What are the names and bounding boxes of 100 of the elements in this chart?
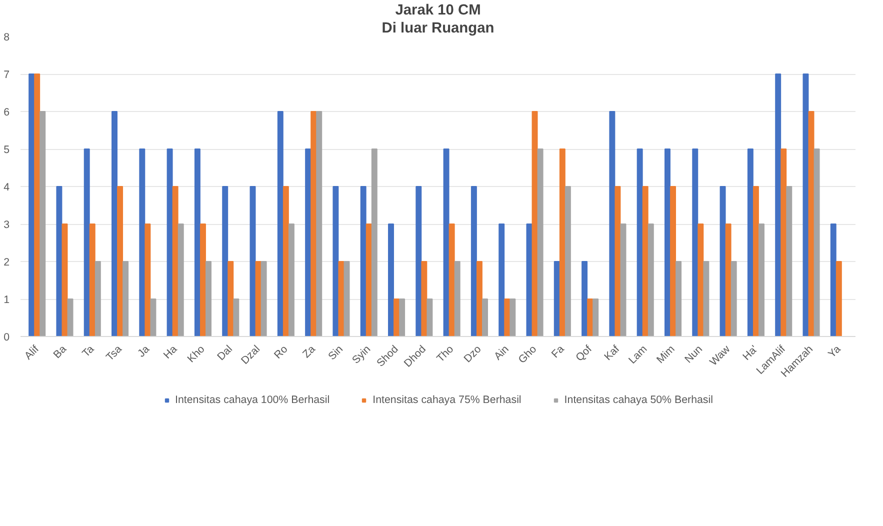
bar xyxy=(222,186,228,336)
y-tick-label: 0 xyxy=(4,332,10,344)
x-tick-label: Ta xyxy=(80,343,97,360)
bar xyxy=(720,186,726,336)
bar xyxy=(482,298,488,336)
y-tick-label: 8 xyxy=(4,32,10,44)
bar xyxy=(394,298,400,336)
bar xyxy=(371,148,378,336)
x-tick-label: Gho xyxy=(516,343,540,366)
bar xyxy=(510,298,516,336)
y-tick-label: 1 xyxy=(4,294,10,306)
bar xyxy=(150,298,156,336)
bar xyxy=(34,74,40,336)
bar xyxy=(532,111,538,336)
bar xyxy=(836,261,842,336)
bar xyxy=(476,261,482,336)
bar xyxy=(698,224,704,336)
bar xyxy=(56,186,62,336)
bar xyxy=(504,298,510,336)
bar xyxy=(388,224,394,336)
bar xyxy=(426,298,433,336)
y-tick-label: 6 xyxy=(4,106,10,118)
bar xyxy=(554,261,560,336)
x-tick-label: Mim xyxy=(654,343,678,366)
x-tick-label: Za xyxy=(300,343,318,361)
y-tick-label: 7 xyxy=(4,69,10,81)
bar xyxy=(636,148,643,336)
bar xyxy=(366,224,372,336)
x-tick-label: Kho xyxy=(185,343,208,366)
y-tick-label: 5 xyxy=(4,144,10,156)
bar xyxy=(670,186,676,336)
bar xyxy=(200,224,206,336)
bar xyxy=(775,74,782,336)
bar xyxy=(747,148,754,336)
bar xyxy=(117,186,124,336)
bar xyxy=(564,186,571,336)
x-tick-label: Tho xyxy=(434,343,456,365)
bar xyxy=(332,186,339,336)
bar xyxy=(360,186,366,336)
bar xyxy=(559,148,566,336)
bar xyxy=(94,261,101,336)
bar xyxy=(421,261,428,336)
x-tick-label: Ba xyxy=(51,343,70,361)
bar xyxy=(808,111,814,336)
bar xyxy=(448,224,455,336)
bar xyxy=(692,148,698,336)
bar xyxy=(139,148,146,336)
bar xyxy=(89,224,96,336)
bar xyxy=(166,148,173,336)
y-tick-label: 3 xyxy=(4,219,10,231)
x-tick-label: Ja xyxy=(135,343,152,360)
bar xyxy=(84,148,90,336)
bar xyxy=(122,261,129,336)
bar xyxy=(642,186,648,336)
bar xyxy=(416,186,422,336)
x-tick-label: Ya xyxy=(826,343,844,360)
bar xyxy=(67,298,74,336)
bar xyxy=(178,224,184,336)
bar xyxy=(62,224,68,336)
x-tick-label: Qof xyxy=(574,343,594,364)
bar xyxy=(830,224,836,336)
bar xyxy=(664,148,670,336)
bar xyxy=(316,111,322,336)
bar xyxy=(255,261,262,336)
x-tick-label: Syin xyxy=(350,343,374,366)
bar xyxy=(282,186,289,336)
legend-label: Intensitas cahaya 75% Berhasil xyxy=(372,394,522,406)
x-tick-label: Ha xyxy=(161,343,180,362)
bar xyxy=(730,261,737,336)
x-tick-label: Kaf xyxy=(602,343,622,364)
legend-label: Intensitas cahaya 100% Berhasil xyxy=(175,394,330,406)
bar xyxy=(277,111,284,336)
x-tick-label: Tsa xyxy=(104,343,124,364)
x-tick-label: Ha' xyxy=(740,343,760,363)
bar xyxy=(802,74,809,336)
bar xyxy=(648,224,654,336)
bar xyxy=(172,186,178,336)
bar xyxy=(609,111,616,336)
bar xyxy=(305,148,312,336)
x-tick-label: Ro xyxy=(272,343,290,362)
x-tick-label: Nun xyxy=(682,343,705,366)
bar xyxy=(752,186,759,336)
bar xyxy=(620,224,626,336)
bar xyxy=(206,261,212,336)
bar xyxy=(443,148,450,336)
bar xyxy=(28,74,35,336)
bar xyxy=(228,261,234,336)
x-tick-label: Dzo xyxy=(462,343,484,366)
bar xyxy=(526,224,532,336)
x-tick-label: Sin xyxy=(326,343,346,363)
chart-title: Jarak 10 CM xyxy=(395,2,481,18)
bar xyxy=(814,148,820,336)
bar xyxy=(758,224,764,336)
y-tick-label: 4 xyxy=(4,182,10,194)
bar xyxy=(537,148,544,336)
bar xyxy=(344,261,350,336)
x-tick-label: Lam xyxy=(626,343,650,366)
chart-subtitle: Di luar Ruangan xyxy=(382,20,494,36)
bar xyxy=(310,111,317,336)
x-tick-label: Alif xyxy=(22,343,42,362)
